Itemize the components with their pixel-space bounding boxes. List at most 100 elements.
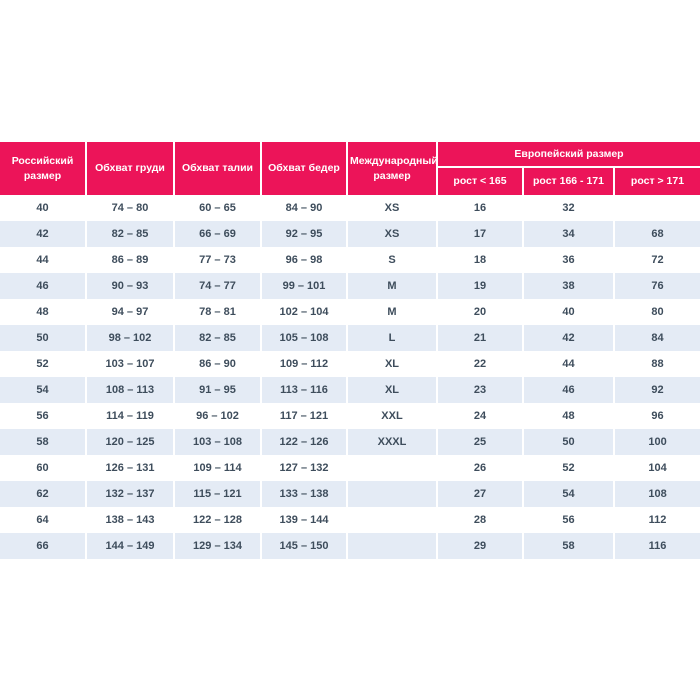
- table-row: 40 74 – 80 60 – 65 84 – 90 XS 16 32: [0, 195, 700, 221]
- cell-international-size: XS: [348, 221, 438, 247]
- table-row: 48 94 – 97 78 – 81 102 – 104 M 20 40 80: [0, 299, 700, 325]
- cell-height-gt-171: 96: [615, 403, 700, 429]
- cell-height-166-171: 46: [524, 377, 615, 403]
- cell-chest: 138 – 143: [87, 507, 175, 533]
- cell-chest: 94 – 97: [87, 299, 175, 325]
- cell-waist: 78 – 81: [175, 299, 262, 325]
- cell-russian-size: 44: [0, 247, 87, 273]
- cell-height-lt-165: 26: [438, 455, 524, 481]
- cell-chest: 114 – 119: [87, 403, 175, 429]
- cell-height-lt-165: 24: [438, 403, 524, 429]
- cell-waist: 129 – 134: [175, 533, 262, 559]
- cell-russian-size: 66: [0, 533, 87, 559]
- header-height-gt-171: рост > 171: [615, 168, 700, 195]
- header-row-heights: рост < 165 рост 166 - 171 рост > 171: [0, 168, 700, 195]
- cell-waist: 77 – 73: [175, 247, 262, 273]
- cell-height-lt-165: 27: [438, 481, 524, 507]
- cell-international-size: [348, 533, 438, 559]
- cell-height-lt-165: 16: [438, 195, 524, 221]
- cell-waist: 109 – 114: [175, 455, 262, 481]
- cell-waist: 103 – 108: [175, 429, 262, 455]
- cell-height-166-171: 56: [524, 507, 615, 533]
- cell-height-166-171: 44: [524, 351, 615, 377]
- cell-chest: 86 – 89: [87, 247, 175, 273]
- cell-chest: 74 – 80: [87, 195, 175, 221]
- cell-international-size: XL: [348, 377, 438, 403]
- cell-height-gt-171: 116: [615, 533, 700, 559]
- cell-height-gt-171: [615, 195, 700, 221]
- size-table: Российский размер Обхват груди Обхват та…: [0, 142, 700, 559]
- cell-height-lt-165: 23: [438, 377, 524, 403]
- cell-height-166-171: 36: [524, 247, 615, 273]
- cell-height-166-171: 52: [524, 455, 615, 481]
- table-row: 60 126 – 131 109 – 114 127 – 132 26 52 104: [0, 455, 700, 481]
- cell-international-size: [348, 507, 438, 533]
- cell-waist: 66 – 69: [175, 221, 262, 247]
- header-height-lt-165: рост < 165: [438, 168, 524, 195]
- cell-height-gt-171: 80: [615, 299, 700, 325]
- cell-russian-size: 40: [0, 195, 87, 221]
- table-row: 58 120 – 125 103 – 108 122 – 126 XXXL 25 50 100: [0, 429, 700, 455]
- cell-russian-size: 60: [0, 455, 87, 481]
- cell-hips: 105 – 108: [262, 325, 348, 351]
- cell-hips: 102 – 104: [262, 299, 348, 325]
- cell-height-gt-171: 68: [615, 221, 700, 247]
- header-hips: Обхват бедер: [262, 142, 348, 195]
- cell-height-gt-171: 100: [615, 429, 700, 455]
- table-row: 56 114 – 119 96 – 102 117 – 121 XXL 24 48 96: [0, 403, 700, 429]
- cell-international-size: XXXL: [348, 429, 438, 455]
- table-row: 46 90 – 93 74 – 77 99 – 101 M 19 38 76: [0, 273, 700, 299]
- cell-height-166-171: 58: [524, 533, 615, 559]
- cell-height-166-171: 42: [524, 325, 615, 351]
- cell-russian-size: 50: [0, 325, 87, 351]
- cell-height-gt-171: 76: [615, 273, 700, 299]
- cell-height-gt-171: 112: [615, 507, 700, 533]
- cell-hips: 133 – 138: [262, 481, 348, 507]
- table-row: 64 138 – 143 122 – 128 139 – 144 28 56 112: [0, 507, 700, 533]
- cell-height-gt-171: 88: [615, 351, 700, 377]
- cell-height-lt-165: 20: [438, 299, 524, 325]
- cell-russian-size: 64: [0, 507, 87, 533]
- cell-chest: 82 – 85: [87, 221, 175, 247]
- cell-hips: 122 – 126: [262, 429, 348, 455]
- cell-height-166-171: 48: [524, 403, 615, 429]
- cell-hips: 84 – 90: [262, 195, 348, 221]
- cell-hips: 117 – 121: [262, 403, 348, 429]
- header-chest: Обхват груди: [87, 142, 175, 195]
- cell-international-size: S: [348, 247, 438, 273]
- cell-height-lt-165: 29: [438, 533, 524, 559]
- cell-hips: 127 – 132: [262, 455, 348, 481]
- cell-waist: 91 – 95: [175, 377, 262, 403]
- cell-hips: 139 – 144: [262, 507, 348, 533]
- cell-height-lt-165: 28: [438, 507, 524, 533]
- size-table-header: Российский размер Обхват груди Обхват та…: [0, 142, 700, 195]
- cell-height-gt-171: 104: [615, 455, 700, 481]
- cell-waist: 96 – 102: [175, 403, 262, 429]
- header-international-size: Международный размер: [348, 142, 438, 195]
- size-table-body: 40 74 – 80 60 – 65 84 – 90 XS 16 32 42 82 – 85 66…: [0, 195, 700, 559]
- table-row: 66 144 – 149 129 – 134 145 – 150 29 58 116: [0, 533, 700, 559]
- cell-height-gt-171: 92: [615, 377, 700, 403]
- cell-waist: 122 – 128: [175, 507, 262, 533]
- cell-international-size: [348, 455, 438, 481]
- cell-international-size: XS: [348, 195, 438, 221]
- cell-international-size: L: [348, 325, 438, 351]
- table-row: 62 132 – 137 115 – 121 133 – 138 27 54 108: [0, 481, 700, 507]
- header-row-main: Российский размер Обхват груди Обхват та…: [0, 142, 700, 195]
- cell-hips: 92 – 95: [262, 221, 348, 247]
- cell-hips: 109 – 112: [262, 351, 348, 377]
- cell-russian-size: 48: [0, 299, 87, 325]
- cell-chest: 103 – 107: [87, 351, 175, 377]
- cell-russian-size: 52: [0, 351, 87, 377]
- cell-russian-size: 58: [0, 429, 87, 455]
- cell-height-lt-165: 19: [438, 273, 524, 299]
- cell-height-166-171: 34: [524, 221, 615, 247]
- cell-chest: 132 – 137: [87, 481, 175, 507]
- cell-international-size: M: [348, 299, 438, 325]
- cell-waist: 82 – 85: [175, 325, 262, 351]
- table-row: 42 82 – 85 66 – 69 92 – 95 XS 17 34 68: [0, 221, 700, 247]
- cell-international-size: XXL: [348, 403, 438, 429]
- cell-chest: 120 – 125: [87, 429, 175, 455]
- header-height-166-171: рост 166 - 171: [524, 168, 615, 195]
